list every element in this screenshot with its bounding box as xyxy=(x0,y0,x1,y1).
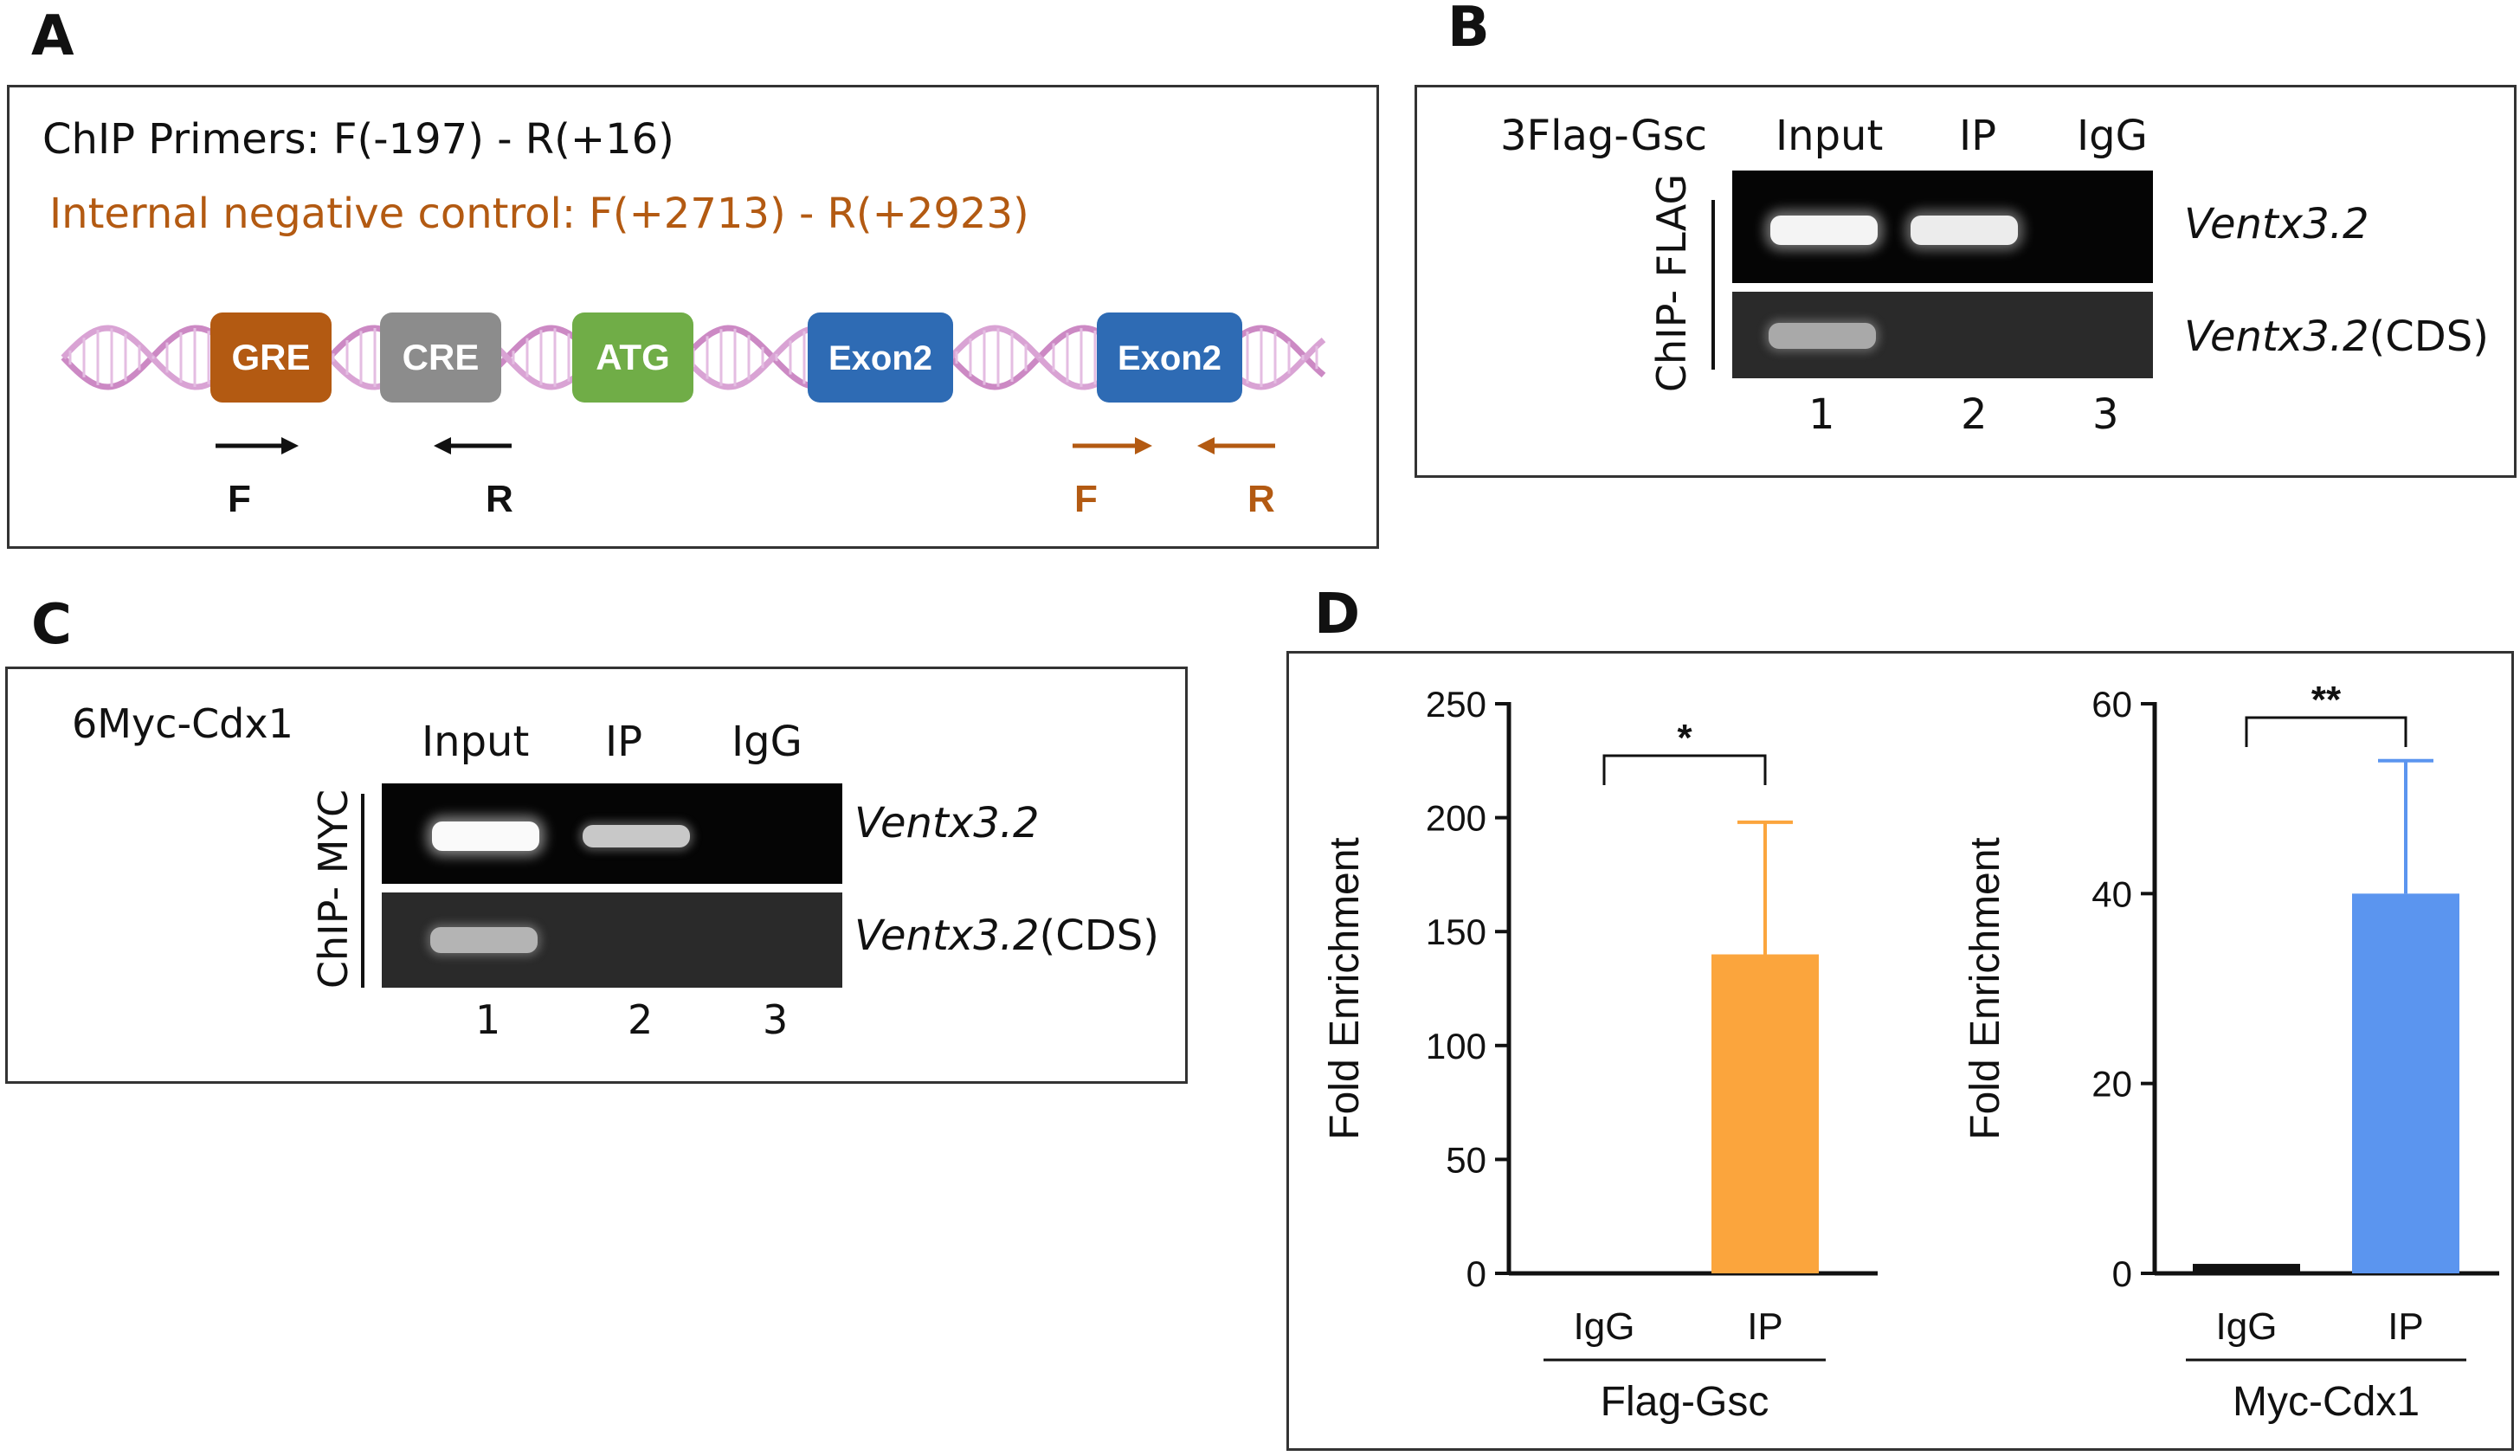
bar-ip xyxy=(2352,893,2459,1273)
control-f-arrow xyxy=(1073,437,1152,454)
bar-igg xyxy=(2193,1264,2300,1273)
row-label-2: Ventx3.2(CDS) xyxy=(2184,312,2489,361)
element-label: Exon2 xyxy=(828,339,932,377)
y-tick-label: 60 xyxy=(2091,684,2132,725)
element-exon2-a: Exon2 xyxy=(808,312,953,403)
lane-header-igg: IgG xyxy=(732,718,802,766)
y-tick-label: 200 xyxy=(1426,798,1486,839)
y-axis-label: Fold Enrichment xyxy=(1963,837,2008,1139)
lane-number-3: 3 xyxy=(2092,390,2119,439)
element-cre: CRE xyxy=(380,312,501,403)
control-r-label: R xyxy=(1247,478,1275,520)
x-tick-label: IP xyxy=(2388,1305,2424,1348)
bar-ip xyxy=(1711,954,1819,1273)
panel-d: 0 50 100 150 200 250 Fold Enrichment IgG IP Flag-… xyxy=(1286,651,2514,1451)
dna-diagram: GRE CRE ATG Exon2 Exon2 F R xyxy=(61,312,1326,520)
side-label: ChIP- MYC xyxy=(310,789,357,989)
y-tick-label: 20 xyxy=(2091,1064,2132,1105)
group-label: Myc-Cdx1 xyxy=(2233,1379,2420,1425)
group-label: Flag-Gsc xyxy=(1601,1379,1769,1425)
element-label: GRE xyxy=(231,337,310,377)
panel-b: 3Flag-Gsc Input IP IgG ChIP- FLAG Ventx3… xyxy=(1415,85,2517,478)
y-tick-label: 40 xyxy=(2091,873,2132,914)
panel-label-c: C xyxy=(31,593,72,657)
gel-row-2 xyxy=(382,892,842,988)
band-input xyxy=(432,821,539,851)
control-r-arrow xyxy=(1197,437,1275,454)
element-exon2-b: Exon2 xyxy=(1097,312,1242,403)
band-input xyxy=(1770,216,1878,245)
row-label-2: Ventx3.2(CDS) xyxy=(854,912,1159,960)
band-ip xyxy=(583,825,690,847)
lane-header-ip: IP xyxy=(1959,112,1997,160)
primer-f-arrow xyxy=(216,437,299,454)
panel-label-d: D xyxy=(1314,583,1361,647)
lane-header-ip: IP xyxy=(605,718,643,766)
lane-number-3: 3 xyxy=(763,996,789,1043)
control-text: Internal negative control: F(+2713) - R(… xyxy=(49,190,1029,238)
element-label: CRE xyxy=(403,337,480,377)
y-tick-label: 50 xyxy=(1446,1139,1486,1180)
construct-label: 6Myc-Cdx1 xyxy=(72,700,293,747)
lane-number-1: 1 xyxy=(475,996,501,1043)
band-ip xyxy=(1911,216,2018,245)
element-gre: GRE xyxy=(210,312,332,403)
significance-label: * xyxy=(1677,717,1692,759)
panel-a: ChIP Primers: F(-197) - R(+16) Internal … xyxy=(7,85,1379,549)
gel-row-1 xyxy=(1732,171,2153,283)
y-tick-label: 0 xyxy=(2112,1253,2132,1294)
y-tick-label: 150 xyxy=(1426,912,1486,952)
lane-header-input: Input xyxy=(422,718,530,766)
y-tick-label: 0 xyxy=(1466,1253,1486,1294)
panel-label-b: B xyxy=(1447,0,1490,60)
x-tick-label: IP xyxy=(1747,1305,1783,1348)
band-input xyxy=(1769,323,1876,349)
primer-r-label: R xyxy=(486,478,513,520)
lane-number-2: 2 xyxy=(1961,390,1988,439)
significance-bracket xyxy=(1602,754,1767,785)
gel-row-1 xyxy=(382,783,842,884)
row-label-1: Ventx3.2 xyxy=(2184,200,2369,248)
element-label: Exon2 xyxy=(1118,339,1221,377)
gel-row-2 xyxy=(1732,292,2153,378)
y-tick-label: 250 xyxy=(1426,684,1486,725)
panel-c: 6Myc-Cdx1 Input IP IgG ChIP- MYC Ventx3.… xyxy=(5,667,1188,1084)
primers-text: ChIP Primers: F(-197) - R(+16) xyxy=(42,115,674,164)
element-label: ATG xyxy=(596,337,670,377)
y-axis-label: Fold Enrichment xyxy=(1322,837,1368,1139)
element-atg: ATG xyxy=(572,312,693,403)
primer-r-arrow xyxy=(434,437,512,454)
y-tick-label: 100 xyxy=(1426,1026,1486,1066)
control-f-label: F xyxy=(1074,478,1098,520)
band-input xyxy=(430,927,538,953)
side-bracket xyxy=(1711,200,1715,370)
x-tick-label: IgG xyxy=(2216,1305,2278,1348)
primer-f-label: F xyxy=(228,478,251,520)
x-tick-label: IgG xyxy=(1574,1305,1635,1348)
panel-label-a: A xyxy=(31,4,74,68)
row-label-1: Ventx3.2 xyxy=(854,799,1040,847)
lane-number-1: 1 xyxy=(1808,390,1835,439)
lane-header-igg: IgG xyxy=(2077,112,2148,160)
significance-bracket xyxy=(2245,716,2407,747)
side-bracket xyxy=(361,794,364,988)
side-label: ChIP- FLAG xyxy=(1648,173,1695,393)
construct-label: 3Flag-Gsc xyxy=(1500,112,1708,160)
lane-number-2: 2 xyxy=(628,996,654,1043)
lane-header-input: Input xyxy=(1776,112,1884,160)
significance-label: ** xyxy=(2311,679,2342,721)
